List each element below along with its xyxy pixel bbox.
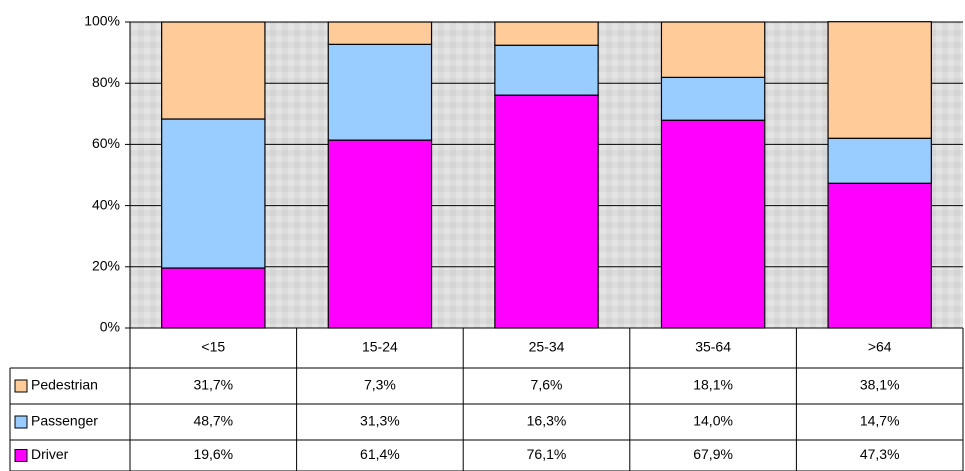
y-tick-label: 100% [84, 13, 120, 29]
table-value: 31,3% [360, 413, 400, 429]
table-value: 7,6% [531, 377, 563, 393]
table-value: 48,7% [193, 413, 233, 429]
bar-segment [161, 267, 266, 329]
legend-label: Passenger [31, 413, 98, 429]
table-value: 38,1% [860, 377, 900, 393]
bar-segment [827, 137, 932, 184]
bar-segment [494, 21, 599, 46]
y-tick-label: 80% [92, 74, 120, 90]
bar-segment [161, 21, 266, 120]
table-value: 16,3% [527, 413, 567, 429]
legend-swatch [14, 449, 28, 462]
y-tick-label: 0% [100, 319, 120, 335]
bar-segment [827, 21, 932, 139]
y-tick-label: 20% [92, 258, 120, 274]
x-tick-label: >64 [868, 339, 892, 355]
table-value: 76,1% [527, 446, 567, 462]
table-value: 14,7% [860, 413, 900, 429]
bar-segment [161, 118, 266, 269]
bar-segment [494, 44, 599, 96]
x-tick-label: 35-64 [695, 339, 731, 355]
table-value: 14,0% [693, 413, 733, 429]
bar-segment [327, 21, 433, 45]
x-tick-label: 25-34 [529, 339, 565, 355]
table-value: 67,9% [693, 446, 733, 462]
x-tick-label: 15-24 [362, 339, 398, 355]
table-value: 31,7% [193, 377, 233, 393]
table-value: 19,6% [193, 446, 233, 462]
legend-label: Driver [31, 446, 69, 462]
bar-segment [327, 139, 433, 329]
table-value: 7,3% [364, 377, 396, 393]
bar-segment [494, 94, 599, 329]
legend-swatch [14, 379, 28, 393]
legend-label: Pedestrian [31, 377, 98, 393]
table-value: 47,3% [860, 446, 900, 462]
bar-segment [660, 76, 766, 121]
bar-segment [327, 43, 433, 141]
table-value: 18,1% [693, 377, 733, 393]
bar-segment [660, 21, 766, 78]
table-value: 61,4% [360, 446, 400, 462]
legend-swatch [14, 415, 28, 429]
bar-segment [660, 119, 766, 329]
bar-segment [827, 182, 932, 329]
y-tick-label: 40% [92, 196, 120, 212]
x-tick-label: <15 [201, 339, 225, 355]
y-tick-label: 60% [92, 135, 120, 151]
